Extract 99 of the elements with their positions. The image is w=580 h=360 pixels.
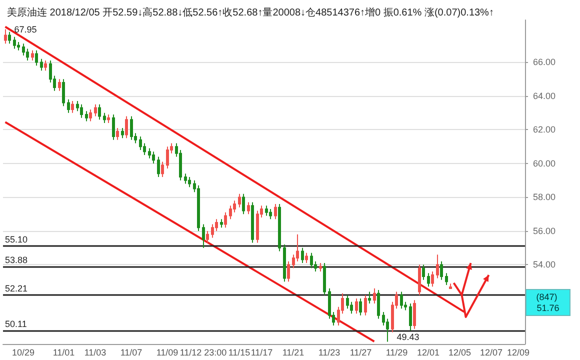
candlestick <box>13 36 16 50</box>
candlestick <box>161 161 164 178</box>
candlestick <box>220 218 223 228</box>
x-tick-label: 11/09 <box>156 348 178 358</box>
chart-title: 美原油连 2018/12/05 开52.59↓高52.88↓低52.56↑收52.68↑量20008↓仓48514376↑增0 振0.61% 涨(0.07)0.13%↑ <box>7 6 494 18</box>
candlestick <box>35 50 38 66</box>
candlestick <box>409 303 412 331</box>
candlestick <box>247 202 250 215</box>
candlestick <box>206 230 209 244</box>
annotation: 49.43 <box>396 332 420 342</box>
candlestick <box>269 208 272 220</box>
candlestick <box>251 202 254 244</box>
x-tick-label: 11/27 <box>350 348 372 358</box>
candlestick <box>283 244 286 282</box>
candlestick <box>400 291 403 310</box>
candlestick <box>310 252 313 269</box>
y-tick-label: 56.00 <box>533 226 556 236</box>
candlestick <box>4 28 7 44</box>
y-tick-label: 54.00 <box>533 260 556 270</box>
candlestick <box>31 50 34 61</box>
candlestick <box>355 298 358 314</box>
candlestick <box>40 58 43 72</box>
x-tick-label: 11/17 <box>250 348 273 358</box>
candlestick <box>112 114 115 140</box>
candlestick <box>121 128 124 139</box>
y-tick-label: 60.00 <box>533 158 556 168</box>
candlestick <box>8 31 11 44</box>
candlestick <box>202 224 205 248</box>
annotation: (847) 51.76 <box>536 292 560 313</box>
candlestick <box>188 176 191 188</box>
candlestick <box>44 60 47 72</box>
y-tick-label: 66.00 <box>533 57 556 68</box>
x-tick-label: 10/29 <box>12 348 35 358</box>
candlestick <box>301 247 304 264</box>
candlestick <box>346 294 349 310</box>
candlestick <box>274 203 277 220</box>
candlestick <box>278 203 281 252</box>
y-tick-label: 62.00 <box>533 124 556 135</box>
candlestick <box>89 108 92 122</box>
candlestick <box>107 114 110 124</box>
candlestick <box>94 104 97 117</box>
candlestick <box>116 128 119 140</box>
candlestick <box>103 112 106 124</box>
x-tick-label: 11/21 <box>282 348 304 358</box>
candlestick <box>440 260 443 280</box>
x-tick-label: 11/07 <box>120 348 142 358</box>
candlestick <box>130 116 133 140</box>
ref-line-label: 50.11 <box>5 318 27 329</box>
ref-line-label: 53.88 <box>5 255 28 266</box>
candlestick <box>265 205 268 216</box>
candlestick <box>368 291 371 304</box>
candlestick <box>431 270 434 288</box>
y-tick-label: 58.00 <box>533 192 556 202</box>
candlestick <box>422 264 425 280</box>
x-tick-label: 11/29 <box>386 348 408 358</box>
x-tick-label: 12/07 <box>480 348 503 358</box>
ref-line-label: 55.10 <box>5 234 28 245</box>
candlestick <box>359 298 362 316</box>
candlestick <box>436 254 439 279</box>
x-tick-label: 11/03 <box>84 348 106 358</box>
candlestick <box>413 300 416 330</box>
x-tick-label: 12/09 <box>506 348 530 358</box>
candlestick <box>85 110 88 122</box>
candlestick <box>377 290 380 320</box>
candlestick <box>197 184 200 232</box>
candlestick <box>98 104 101 120</box>
candlestick <box>71 100 74 114</box>
candlestick <box>323 262 326 296</box>
candlestick <box>80 104 83 118</box>
candlestick <box>157 156 160 178</box>
candlestick <box>67 98 70 114</box>
candlestick <box>287 260 290 282</box>
candlestick <box>224 212 227 228</box>
candlestick <box>242 193 245 215</box>
candlestick <box>152 151 155 164</box>
candlestick <box>445 272 448 286</box>
candlestick <box>238 193 241 208</box>
candlestick <box>449 283 452 290</box>
ref-line-label: 52.21 <box>5 283 28 294</box>
candlestick <box>305 252 308 264</box>
candlestick <box>62 78 65 107</box>
candlestick <box>319 262 322 272</box>
x-tick-label: 11/12 23:00 <box>180 348 227 358</box>
candlestick <box>166 146 169 169</box>
candlestick <box>364 294 367 316</box>
x-tick-label: 11/01 <box>52 348 75 358</box>
candlestick <box>427 272 430 288</box>
x-tick-label: 12/01 <box>416 348 440 358</box>
candlestick <box>125 116 128 139</box>
x-tick-label: 12/05 <box>448 348 472 358</box>
candlestick <box>373 288 376 304</box>
annotation: 67.95 <box>14 24 37 34</box>
candlestick <box>58 78 61 92</box>
x-tick-label: 11/23 <box>318 348 340 358</box>
y-tick-label: 64.00 <box>533 90 556 101</box>
candlestick <box>184 173 187 184</box>
candlestick <box>418 264 421 296</box>
x-tick-label: 11/15 <box>228 348 250 358</box>
candlestick <box>17 41 20 51</box>
